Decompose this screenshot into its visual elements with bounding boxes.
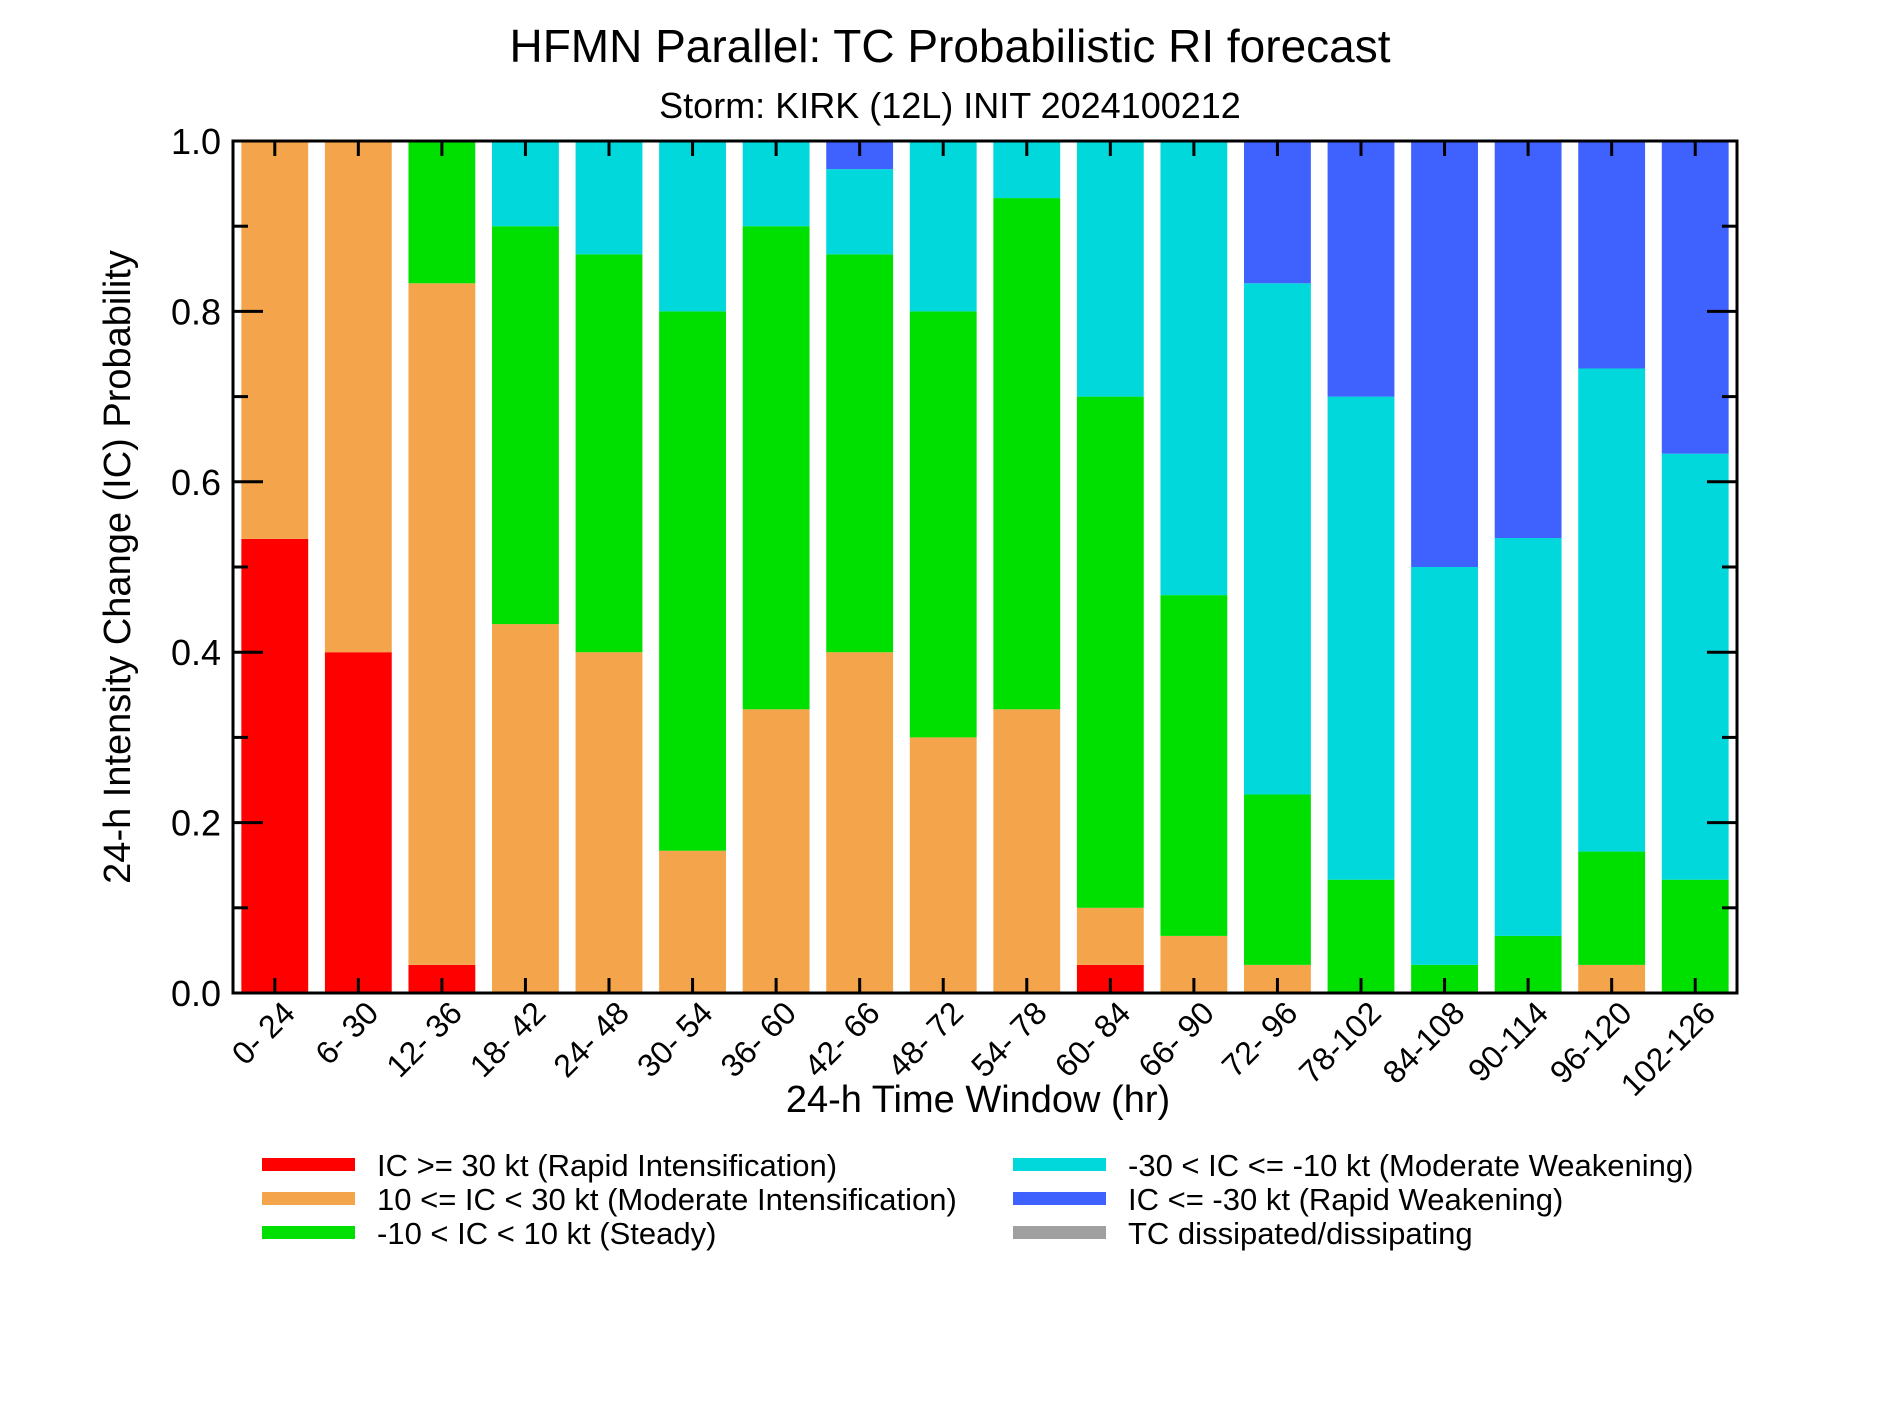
x-tick-label: 18- 42 (463, 994, 553, 1084)
bar-segment-1-series-1 (241, 538, 309, 993)
legend-swatch (262, 1192, 355, 1205)
bar-segment-16-series-5 (1494, 141, 1562, 539)
bar-segment-11-series-3 (1076, 396, 1144, 908)
bars-layer (241, 141, 1729, 993)
legend-label: IC <= -30 kt (Rapid Weakening) (1128, 1182, 1563, 1217)
bar-segment-9-series-4 (909, 141, 977, 312)
bar-segment-17-series-3 (1578, 851, 1646, 965)
bar-segment-5-series-4 (575, 141, 643, 255)
bar-segment-7-series-3 (742, 226, 810, 710)
legend-entry: -10 < IC < 10 kt (Steady) (262, 1216, 716, 1251)
bar-segment-8-series-3 (826, 254, 894, 653)
bar-segment-2-series-1 (324, 652, 392, 993)
y-tick-label: 0.2 (171, 803, 221, 844)
bar-segment-3-series-2 (408, 283, 476, 965)
legend-entry: TC dissipated/dissipating (1013, 1216, 1473, 1251)
bar-segment-8-series-4 (826, 169, 894, 255)
legend-entry: IC >= 30 kt (Rapid Intensification) (262, 1148, 837, 1183)
legend-entry: IC <= -30 kt (Rapid Weakening) (1013, 1182, 1563, 1217)
bar-segment-18-series-4 (1661, 453, 1729, 880)
bar-segment-12-series-4 (1160, 141, 1228, 596)
bar-segment-18-series-3 (1661, 879, 1729, 993)
bar-segment-13-series-4 (1244, 283, 1311, 795)
x-tick-label: 72- 96 (1215, 994, 1305, 1084)
bar-segment-14-series-4 (1327, 396, 1395, 880)
bar-segment-10-series-3 (993, 198, 1061, 710)
chart-title: HFMN Parallel: TC Probabilistic RI forec… (509, 20, 1390, 72)
bar-segment-1-series-2 (241, 141, 309, 539)
legend-label: -10 < IC < 10 kt (Steady) (377, 1216, 716, 1251)
x-tick-label: 36- 60 (713, 994, 803, 1084)
legend-entry: 10 <= IC < 30 kt (Moderate Intensificati… (262, 1182, 957, 1217)
legend-swatch (262, 1158, 355, 1171)
x-tick-label: 60- 84 (1048, 994, 1138, 1084)
legend-swatch (1013, 1158, 1106, 1171)
bar-segment-13-series-3 (1244, 794, 1311, 965)
bar-segment-9-series-2 (909, 737, 977, 993)
bar-segment-14-series-3 (1327, 879, 1395, 993)
x-tick-label: 12- 36 (379, 994, 469, 1084)
bar-segment-6-series-4 (659, 141, 726, 312)
bar-segment-13-series-5 (1244, 141, 1311, 284)
bar-segment-11-series-4 (1076, 141, 1144, 397)
legend-swatch (1013, 1226, 1106, 1239)
x-tick-label: 66- 90 (1131, 994, 1221, 1084)
bar-segment-4-series-3 (492, 226, 559, 625)
y-axis-label: 24-h Intensity Change (IC) Probability (97, 250, 139, 884)
x-tick-label: 24- 48 (546, 994, 636, 1084)
bar-segment-8-series-2 (826, 652, 894, 993)
x-tick-label: 48- 72 (881, 994, 971, 1084)
bar-segment-16-series-4 (1494, 538, 1562, 936)
y-tick-label: 0.8 (171, 291, 221, 332)
legend-swatch (262, 1226, 355, 1239)
x-tick-label: 102-126 (1614, 994, 1722, 1102)
y-tick-label: 0.4 (171, 632, 221, 673)
bar-segment-10-series-2 (993, 709, 1061, 993)
bar-segment-3-series-3 (408, 141, 476, 284)
x-axis-label: 24-h Time Window (hr) (786, 1079, 1170, 1121)
x-tick-label: 84-108 (1376, 994, 1472, 1090)
y-tick-label: 0.6 (171, 462, 221, 503)
x-tick-label: 0- 24 (225, 994, 302, 1071)
bar-segment-7-series-2 (742, 709, 810, 993)
x-tick-label: 78-102 (1292, 994, 1388, 1090)
bar-segment-5-series-2 (575, 652, 643, 993)
legend-label: TC dissipated/dissipating (1128, 1216, 1473, 1251)
bar-segment-17-series-4 (1578, 368, 1646, 852)
x-tick-label: 42- 66 (797, 994, 887, 1084)
x-tick-label: 30- 54 (630, 994, 720, 1084)
bar-segment-5-series-3 (575, 254, 643, 653)
bar-segment-11-series-2 (1076, 907, 1144, 965)
bar-segment-6-series-2 (659, 850, 726, 993)
bar-segment-14-series-5 (1327, 141, 1395, 397)
x-tick-label: 6- 30 (308, 994, 385, 1071)
y-tick-label: 1.0 (171, 121, 221, 162)
legend: IC >= 30 kt (Rapid Intensification)10 <=… (262, 1148, 1693, 1251)
legend-entry: -30 < IC <= -10 kt (Moderate Weakening) (1013, 1148, 1693, 1183)
bar-segment-2-series-2 (324, 141, 392, 653)
legend-swatch (1013, 1192, 1106, 1205)
bar-segment-12-series-3 (1160, 595, 1228, 936)
bar-segment-15-series-4 (1411, 567, 1478, 965)
bar-segment-9-series-3 (909, 311, 977, 738)
bar-segment-15-series-5 (1411, 141, 1478, 567)
bar-segment-17-series-5 (1578, 141, 1646, 369)
chart-subtitle: Storm: KIRK (12L) INIT 2024100212 (659, 85, 1241, 126)
bar-segment-6-series-3 (659, 311, 726, 851)
x-tick-label: 90-114 (1461, 994, 1555, 1088)
x-tick-label: 54- 78 (964, 994, 1054, 1084)
bar-segment-18-series-5 (1661, 141, 1729, 454)
y-tick-label: 0.0 (171, 973, 221, 1014)
legend-label: -30 < IC <= -10 kt (Moderate Weakening) (1128, 1148, 1693, 1183)
legend-label: IC >= 30 kt (Rapid Intensification) (377, 1148, 837, 1183)
legend-label: 10 <= IC < 30 kt (Moderate Intensificati… (377, 1182, 957, 1217)
bar-segment-4-series-2 (492, 624, 559, 993)
